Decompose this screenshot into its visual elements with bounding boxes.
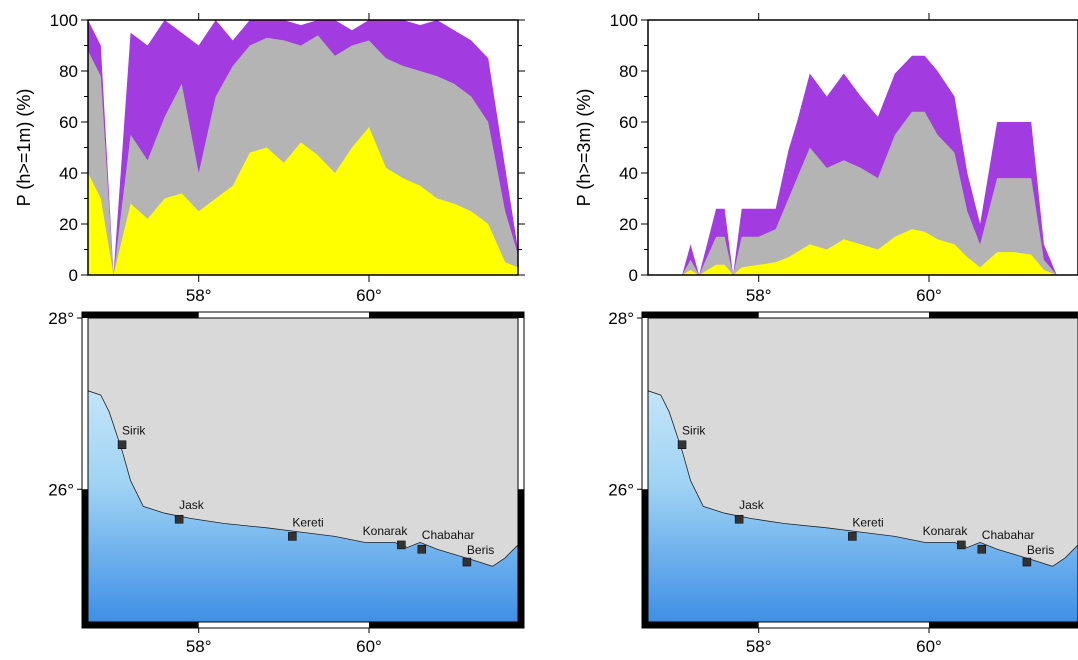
frame-segment <box>368 312 524 318</box>
city-marker-konarak <box>957 540 966 550</box>
x-tick-label: 60° <box>356 637 382 656</box>
city-label-konarak: Konarak <box>923 524 969 538</box>
frame-segment <box>82 622 199 628</box>
yellow-area <box>648 229 1078 275</box>
city-marker-kereti <box>288 532 297 541</box>
map-inner-frame <box>647 317 1078 623</box>
city-marker-beris <box>1022 557 1032 567</box>
city-marker-konarak <box>397 540 406 550</box>
x-tick-label: 58° <box>186 286 212 305</box>
y-tick-label: 26° <box>608 480 634 499</box>
y-tick-label: 40 <box>59 164 78 183</box>
city-label-chabahar: Chabahar <box>422 528 475 542</box>
y-tick-label: 26° <box>48 480 74 499</box>
city-label-beris: Beris <box>1027 543 1054 557</box>
frame-segment <box>642 622 759 628</box>
frame-segment <box>82 312 199 318</box>
probability-panel-2: 0 20 40 60 80 100 58° 60° P (h>=3m) (%) <box>574 11 1078 305</box>
x-tick-label: 58° <box>746 637 772 656</box>
frame-segment <box>642 489 648 622</box>
frame-segment <box>928 312 1078 318</box>
city-marker-jask <box>734 514 744 524</box>
y-tick-label: 100 <box>610 11 638 30</box>
map-outer-frame <box>81 311 525 629</box>
y-tick-label: 0 <box>629 266 638 285</box>
frame-segment <box>518 489 524 622</box>
y-tick-label: 80 <box>59 62 78 81</box>
y-tick-label: 60 <box>619 113 638 132</box>
y-tick-label: 28° <box>608 309 634 328</box>
y-axis-label: P (h>=3m) (%) <box>574 89 594 207</box>
y-tick-label: 60 <box>59 113 78 132</box>
city-label-jask: Jask <box>739 498 765 512</box>
frame-segment <box>368 622 524 628</box>
y-tick-label: 100 <box>50 11 78 30</box>
map-outer-frame <box>641 311 1078 629</box>
x-tick-label: 60° <box>916 286 942 305</box>
city-marker-beris <box>462 557 472 567</box>
probability-panel-1: 0 20 40 60 80 100 58° 60° P (h>=1m) (%) <box>14 11 525 305</box>
x-tick-label: 58° <box>746 286 772 305</box>
y-axis-label: P (h>=1m) (%) <box>14 89 34 207</box>
y-tick-label: 0 <box>69 266 78 285</box>
city-label-kereti: Kereti <box>852 515 883 529</box>
x-tick-label: 60° <box>916 637 942 656</box>
city-label-konarak: Konarak <box>363 524 409 538</box>
city-label-sirik: Sirik <box>122 424 146 438</box>
y-tick-label: 20 <box>619 215 638 234</box>
city-marker-jask <box>174 514 184 524</box>
city-label-beris: Beris <box>467 543 494 557</box>
frame-segment <box>82 489 88 622</box>
frame-segment <box>642 312 759 318</box>
city-label-kereti: Kereti <box>292 515 323 529</box>
y-tick-label: 28° <box>48 309 74 328</box>
y-tick-label: 40 <box>619 164 638 183</box>
city-marker-chabahar <box>977 544 987 554</box>
frame-segment <box>928 622 1078 628</box>
city-marker-sirik <box>117 440 127 449</box>
city-marker-chabahar <box>417 544 427 554</box>
city-label-chabahar: Chabahar <box>982 528 1035 542</box>
x-tick-label: 58° <box>186 637 212 656</box>
gray-area <box>648 111 1078 275</box>
map-inner-frame <box>87 317 519 623</box>
land-area <box>647 317 1078 567</box>
land-area <box>87 317 519 567</box>
city-label-jask: Jask <box>179 498 205 512</box>
city-marker-kereti <box>848 532 857 541</box>
yellow-area <box>88 127 518 275</box>
y-tick-label: 20 <box>59 215 78 234</box>
x-tick-label: 60° <box>356 286 382 305</box>
city-label-sirik: Sirik <box>682 424 706 438</box>
city-marker-sirik <box>677 440 687 449</box>
y-tick-label: 80 <box>619 62 638 81</box>
